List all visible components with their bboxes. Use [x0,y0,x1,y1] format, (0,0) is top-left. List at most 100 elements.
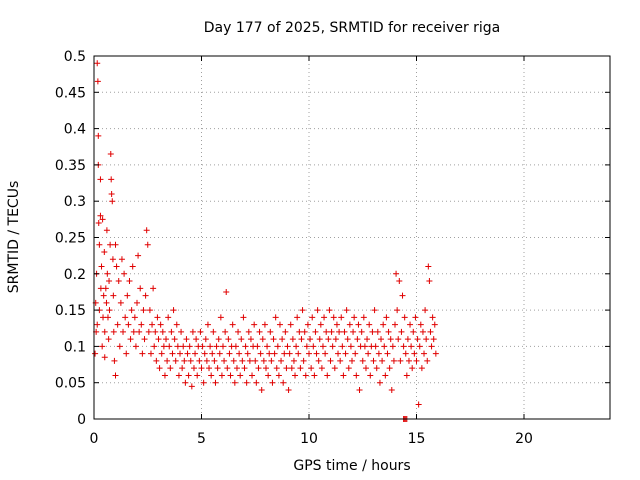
data-point [102,285,109,292]
data-point [428,343,435,350]
data-point [323,328,330,335]
data-point [101,354,108,361]
data-point [424,357,431,364]
data-point [175,372,182,379]
data-point [222,328,229,335]
x-tick-label: 20 [515,431,533,447]
data-point [184,350,191,357]
data-point [279,336,286,343]
data-point [256,328,263,335]
data-point [407,321,414,328]
data-point [399,292,406,299]
data-point [107,241,114,248]
data-point [113,263,120,270]
data-point [170,307,177,314]
data-point [209,350,216,357]
data-point [355,321,362,328]
data-point [212,379,219,386]
data-point [304,321,311,328]
data-point [427,328,434,335]
data-point [332,336,339,343]
data-point [380,321,387,328]
data-point [328,328,335,335]
data-point [200,379,207,386]
y-tick-label: 0.45 [55,85,86,101]
data-point [215,336,222,343]
data-point [309,314,316,321]
data-point [270,336,277,343]
data-point [390,357,397,364]
data-point [158,350,165,357]
y-tick-label: 0.05 [55,376,86,392]
data-point [123,350,130,357]
data-point [117,299,124,306]
data-point [415,401,422,408]
data-point [230,357,237,364]
data-point [284,343,291,350]
data-point [431,321,438,328]
data-point [101,249,108,256]
data-point [395,336,402,343]
x-tick-label: 10 [300,431,318,447]
data-point [292,372,299,379]
data-point [260,357,267,364]
data-point [231,379,238,386]
data-point [394,307,401,314]
data-point [94,321,101,328]
axis-ticks: 0 5 10 15 20 0 0.05 0.1 0.15 0.2 0.25 0.3 0.35 0.4 0.4… [55,49,610,447]
data-point [422,307,429,314]
data-point [225,336,232,343]
data-point [108,190,115,197]
data-point [166,343,173,350]
data-point [299,307,306,314]
data-point [258,386,265,393]
data-point [169,350,176,357]
data-point [384,350,391,357]
data-point [128,307,135,314]
data-point [316,336,323,343]
data-point [261,321,268,328]
data-point [281,350,288,357]
data-point [333,321,340,328]
data-point [190,365,197,372]
data-point [272,314,279,321]
data-point [271,350,278,357]
x-tick-label: 5 [197,431,206,447]
data-point [322,350,329,357]
data-point [314,307,321,314]
y-tick-label: 0.35 [55,158,86,174]
data-point [110,328,117,335]
data-point [198,365,205,372]
data-point [280,379,287,386]
data-point [144,241,151,248]
data-point [174,343,181,350]
data-point [235,328,242,335]
data-point [288,365,295,372]
data-point [168,328,175,335]
data-point [289,336,296,343]
data-point [149,321,156,328]
data-point [151,343,158,350]
plot-area [94,56,610,419]
data-point [241,365,248,372]
data-point [251,321,258,328]
data-point [199,343,206,350]
y-tick-label: 0.15 [55,303,86,319]
data-point [99,343,106,350]
data-point [146,307,153,314]
data-point [131,314,138,321]
data-point [326,307,333,314]
data-point [165,314,172,321]
data-point [238,336,245,343]
data-point [421,350,428,357]
data-point [140,307,147,314]
data-point [265,372,272,379]
data-point [183,336,190,343]
data-point [426,278,433,285]
data-point [96,241,103,248]
data-point [338,314,345,321]
y-tick-label: 0.25 [55,231,86,247]
data-point [296,328,303,335]
data-point [163,336,170,343]
data-point [263,365,269,372]
